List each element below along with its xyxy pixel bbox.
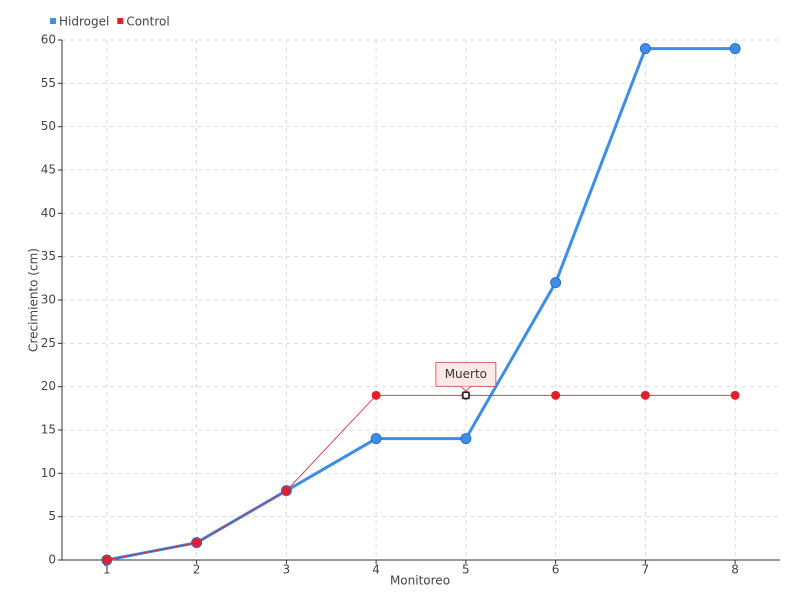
- y-tick-label: 10: [41, 466, 56, 480]
- y-tick-label: 30: [41, 293, 56, 307]
- legend-label: Control: [126, 15, 169, 29]
- legend-label: Hidrogel: [59, 15, 109, 29]
- data-point: [370, 433, 382, 445]
- y-tick-label: 40: [41, 206, 56, 220]
- series-line: [106, 394, 736, 561]
- annotation-text: Muerto: [445, 367, 487, 381]
- x-axis-label: Monitoreo: [390, 574, 450, 588]
- data-point: [102, 555, 112, 565]
- x-tick-label: 6: [552, 563, 560, 577]
- legend-swatch: [117, 18, 124, 24]
- series-line: [106, 47, 736, 562]
- y-tick-label: 55: [41, 76, 56, 90]
- data-point: [639, 43, 651, 55]
- x-tick-label: 4: [372, 563, 380, 577]
- data-point: [640, 390, 650, 400]
- x-tick-label: 2: [193, 563, 201, 577]
- data-point: [460, 433, 472, 445]
- y-tick-label: 0: [48, 553, 56, 567]
- x-tick-label: 3: [283, 563, 291, 577]
- data-point: [730, 390, 740, 400]
- y-tick-label: 45: [41, 163, 56, 177]
- x-tick-label: 5: [462, 563, 470, 577]
- annotation-point: [462, 391, 470, 400]
- data-point: [371, 390, 381, 400]
- x-tick-label: 7: [642, 563, 650, 577]
- annotation-pointer: [460, 386, 472, 392]
- data-point: [551, 390, 561, 400]
- data-point: [192, 538, 202, 548]
- y-tick-label: 20: [41, 379, 56, 393]
- data-point: [550, 277, 562, 289]
- data-point: [729, 43, 741, 55]
- x-tick-label: 1: [103, 563, 111, 577]
- y-tick-label: 60: [41, 33, 56, 47]
- y-tick-label: 50: [41, 119, 56, 133]
- y-tick-label: 25: [41, 336, 56, 350]
- legend-swatch: [50, 18, 56, 24]
- data-point: [281, 486, 291, 496]
- y-axis-label: Crecimiento (cm): [27, 248, 41, 352]
- y-tick-label: 5: [48, 509, 56, 523]
- y-tick-label: 35: [41, 249, 56, 263]
- y-tick-label: 15: [41, 423, 56, 437]
- x-tick-label: 8: [731, 563, 739, 577]
